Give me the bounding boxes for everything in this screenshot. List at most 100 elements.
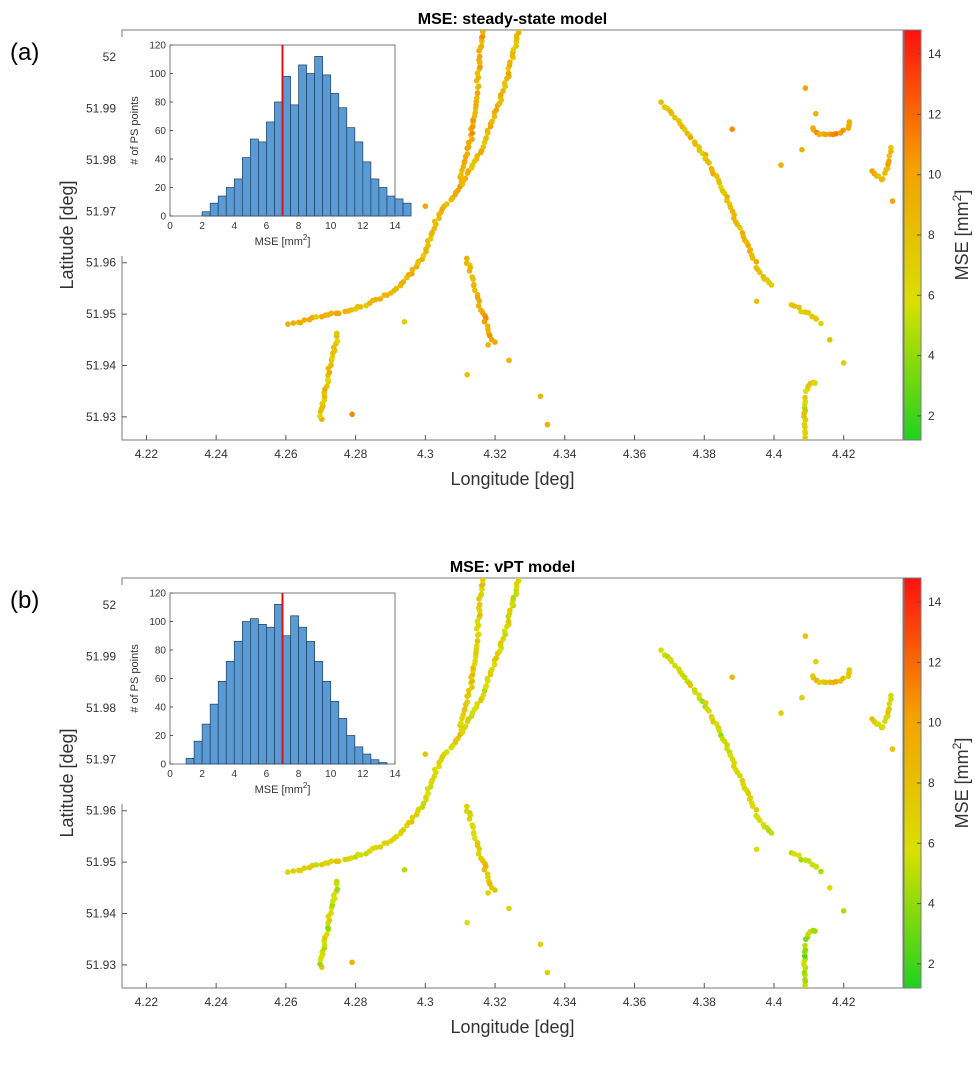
y-tick-label: 51.98: [86, 701, 116, 715]
ps-point: [778, 710, 784, 716]
ps-point: [798, 857, 804, 863]
ps-point: [692, 141, 698, 147]
ps-point: [513, 43, 519, 49]
ps-point: [476, 298, 483, 304]
ps-point: [297, 319, 304, 326]
ps-point: [681, 674, 688, 681]
ps-point: [444, 749, 450, 755]
histogram-bar: [233, 178, 243, 217]
colorbar-tick-label: 6: [928, 288, 935, 302]
inset-y-tick-label: 60: [155, 126, 167, 137]
ps-point: [400, 827, 407, 833]
inset-y-tick-label: 120: [149, 41, 166, 52]
ps-point: [313, 862, 320, 868]
ps-point: [480, 692, 487, 698]
ps-point: [799, 146, 805, 153]
ps-point: [462, 175, 469, 182]
histogram-bar: [250, 138, 259, 217]
ps-point: [474, 638, 481, 644]
histogram-bar: [362, 161, 372, 217]
inset-x-label-sup: 2: [303, 781, 308, 790]
ps-point: [462, 158, 468, 164]
ps-point: [875, 173, 882, 179]
ps-point: [753, 846, 760, 853]
inset-y-axis-label: # of PS points: [129, 644, 141, 713]
histogram-bar: [250, 618, 259, 765]
ps-point: [431, 218, 438, 225]
ps-point: [297, 867, 304, 874]
x-tick-label: 4.26: [274, 447, 298, 461]
ps-point: [791, 851, 798, 857]
ps-point: [393, 833, 400, 840]
inset-x-tick-label: 4: [232, 221, 238, 232]
ps-point: [802, 405, 808, 411]
histogram-bar: [338, 107, 348, 217]
panel-b: (b) MSE: vPT model 4.22 4.24 4.26 4.28 4.3 4.32…: [10, 559, 972, 1037]
ps-point: [485, 342, 491, 348]
x-tick-label: 4.22: [135, 447, 159, 461]
ps-point: [466, 816, 473, 822]
y-axis-label: Latitude [deg]: [57, 728, 77, 837]
colorbar-label: MSE [mm2]: [950, 738, 972, 829]
inset-x-tick-label: 12: [357, 769, 369, 780]
inset-x-axis-label: MSE [mm2]: [255, 233, 311, 248]
y-tick-label: 51.99: [86, 102, 116, 116]
ps-point: [325, 376, 331, 383]
ps-point: [475, 850, 482, 857]
ps-point: [507, 607, 513, 614]
ps-point: [802, 947, 809, 953]
ps-point: [476, 53, 483, 60]
histogram-bar: [354, 141, 364, 217]
histogram-bar: [217, 680, 227, 765]
colorbar-tick-label: 10: [928, 168, 942, 182]
ps-point: [409, 266, 416, 273]
ps-point: [802, 434, 808, 440]
ps-point: [480, 30, 486, 35]
ps-point: [753, 298, 760, 305]
ps-point: [802, 942, 808, 949]
colorbar-tick-label: 4: [928, 897, 935, 911]
histogram-bar: [266, 626, 275, 765]
histogram-bar: [209, 202, 219, 217]
histogram-bar: [354, 746, 364, 765]
x-tick-label: 4.3: [417, 447, 434, 461]
ps-point: [357, 852, 364, 858]
histogram-bar: [362, 753, 372, 765]
ps-point: [336, 310, 342, 317]
ps-point: [483, 135, 489, 141]
ps-point: [491, 113, 498, 120]
ps-point: [464, 803, 470, 810]
inset-x-tick-label: 10: [325, 221, 337, 232]
ps-point: [515, 30, 522, 36]
ps-point: [798, 309, 804, 315]
histogram-bar: [306, 641, 315, 765]
y-axis-label: Latitude [deg]: [57, 180, 77, 289]
histogram-bar: [370, 759, 380, 765]
ps-point: [422, 751, 429, 757]
inset-x-tick-label: 4: [232, 769, 238, 780]
x-tick-label: 4.28: [344, 995, 368, 1009]
ps-point: [802, 394, 808, 401]
ps-point: [737, 773, 743, 779]
ps-point: [833, 130, 839, 137]
colorbar-tick-label: 2: [928, 957, 935, 971]
ps-point: [377, 296, 384, 302]
ps-point: [840, 360, 847, 366]
ps-point: [513, 591, 519, 597]
ps-point: [889, 746, 896, 752]
ps-point: [480, 578, 486, 583]
ps-point: [324, 383, 330, 390]
ps-point: [802, 428, 808, 435]
ps-point: [816, 679, 823, 686]
inset-y-tick-label: 80: [155, 98, 167, 109]
y-tick-label: 51.93: [86, 410, 116, 424]
ps-point: [796, 852, 802, 859]
inset-y-tick-label: 20: [155, 731, 167, 742]
ps-point: [470, 276, 476, 283]
y-tick-label: 52: [103, 598, 117, 612]
ps-point: [886, 701, 893, 707]
ps-point: [409, 814, 416, 821]
inset-x-label-sup: 2: [303, 233, 308, 242]
ps-point: [460, 711, 467, 718]
